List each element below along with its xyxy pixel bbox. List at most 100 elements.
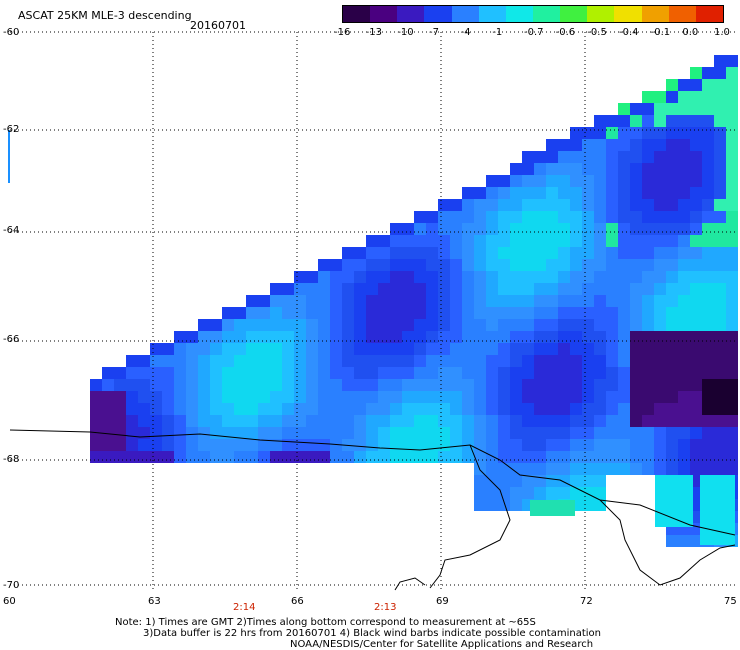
- wind-cell: [582, 415, 594, 427]
- wind-cell: [498, 355, 510, 367]
- wind-cell: [450, 331, 462, 343]
- wind-cell: [678, 259, 690, 271]
- wind-cell: [654, 295, 666, 307]
- wind-cell: [114, 427, 126, 439]
- wind-cell: [402, 319, 414, 331]
- wind-cell: [438, 403, 450, 415]
- wind-cell: [450, 283, 462, 295]
- wind-cell: [498, 223, 510, 235]
- wind-cell: [282, 295, 294, 307]
- wind-cell: [630, 115, 642, 127]
- wind-cell: [330, 391, 342, 403]
- wind-cell: [546, 475, 558, 487]
- wind-cell: [582, 499, 594, 511]
- note-line-2: 3)Data buffer is 22 hrs from 20160701 4)…: [143, 628, 601, 639]
- wind-cell: [726, 331, 738, 343]
- wind-cell: [294, 295, 306, 307]
- wind-cell: [630, 343, 642, 355]
- wind-cell: [546, 247, 558, 259]
- wind-cell: [354, 247, 366, 259]
- wind-cell: [618, 391, 630, 403]
- wind-cell: [510, 403, 522, 415]
- lon-label: 75: [724, 596, 737, 607]
- wind-cell: [642, 319, 654, 331]
- wind-cell: [714, 391, 726, 403]
- wind-cell: [426, 211, 438, 223]
- wind-cell: [606, 187, 618, 199]
- wind-cell: [594, 475, 606, 487]
- wind-cell: [630, 199, 642, 211]
- wind-cell: [378, 343, 390, 355]
- wind-cell: [294, 427, 306, 439]
- wind-cell: [522, 187, 534, 199]
- wind-cell: [258, 307, 270, 319]
- wind-cell: [702, 271, 714, 283]
- wind-cell: [618, 415, 630, 427]
- wind-cell: [498, 331, 510, 343]
- wind-cell: [546, 463, 558, 475]
- wind-cell: [714, 79, 726, 91]
- wind-cell: [726, 235, 738, 247]
- wind-cell: [138, 415, 150, 427]
- wind-cell: [666, 223, 678, 235]
- wind-cell: [594, 283, 606, 295]
- wind-cell: [234, 307, 246, 319]
- colorbar-label: -10: [397, 27, 414, 38]
- wind-cell: [426, 367, 438, 379]
- wind-cell: [342, 247, 354, 259]
- wind-cell: [414, 283, 426, 295]
- wind-cell: [474, 403, 486, 415]
- wind-cell: [534, 415, 546, 427]
- wind-cell: [330, 283, 342, 295]
- wind-cell: [702, 403, 714, 415]
- wind-cell: [150, 427, 162, 439]
- wind-cell: [594, 451, 606, 463]
- wind-cell: [378, 247, 390, 259]
- wind-cell: [402, 367, 414, 379]
- wind-cell: [222, 451, 234, 463]
- wind-cell: [414, 343, 426, 355]
- wind-cell: [150, 415, 162, 427]
- wind-cell: [378, 331, 390, 343]
- wind-cell: [594, 391, 606, 403]
- wind-cell: [222, 391, 234, 403]
- wind-cell: [726, 163, 738, 175]
- wind-cell: [690, 295, 702, 307]
- wind-cell: [630, 307, 642, 319]
- wind-cell: [522, 199, 534, 211]
- wind-cell: [462, 247, 474, 259]
- wind-cell: [306, 391, 318, 403]
- wind-cell: [606, 403, 618, 415]
- wind-cell: [318, 295, 330, 307]
- wind-cell: [438, 223, 450, 235]
- wind-cell: [234, 343, 246, 355]
- wind-cell: [198, 439, 210, 451]
- wind-cell: [690, 259, 702, 271]
- wind-cell: [666, 427, 678, 439]
- wind-cell: [702, 319, 714, 331]
- wind-cell: [678, 295, 690, 307]
- wind-cell: [582, 451, 594, 463]
- wind-cell: [498, 295, 510, 307]
- wind-cell: [558, 223, 570, 235]
- wind-cell: [655, 475, 693, 527]
- wind-cell: [414, 355, 426, 367]
- wind-cell: [726, 355, 738, 367]
- wind-cell: [618, 139, 630, 151]
- wind-cell: [642, 151, 654, 163]
- wind-cell: [654, 439, 666, 451]
- wind-cell: [306, 415, 318, 427]
- colorbar-swatch: [695, 6, 723, 22]
- wind-cell: [546, 403, 558, 415]
- wind-cell: [174, 403, 186, 415]
- wind-cell: [570, 463, 582, 475]
- wind-cell: [498, 187, 510, 199]
- wind-cell: [162, 403, 174, 415]
- wind-cell: [474, 199, 486, 211]
- wind-cell: [678, 223, 690, 235]
- wind-cell: [582, 307, 594, 319]
- wind-cell: [702, 247, 714, 259]
- wind-cell: [522, 415, 534, 427]
- wind-cell: [450, 223, 462, 235]
- wind-cell: [486, 199, 498, 211]
